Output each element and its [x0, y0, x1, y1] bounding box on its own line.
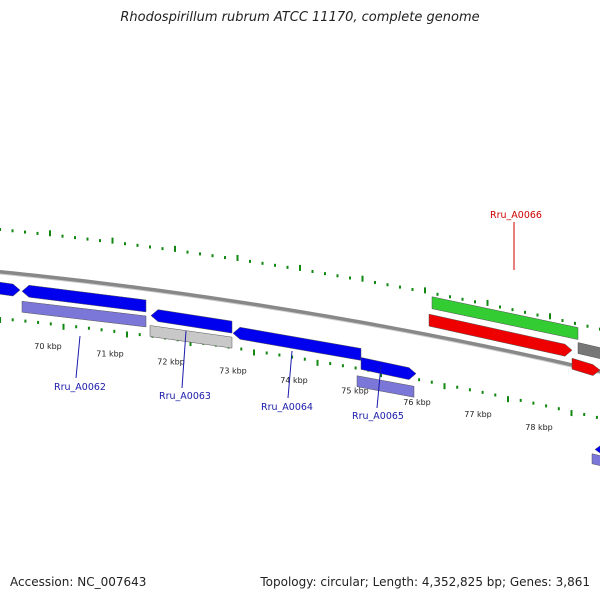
gene-arrow [594, 445, 600, 454]
kbp-label: 76 kbp [403, 398, 431, 407]
accession-text: Accession: NC_007643 [10, 575, 147, 589]
gene-label-leader [181, 330, 187, 389]
rrna-gene-bar [431, 296, 579, 340]
cds-bar [356, 375, 415, 398]
gene-arrow [150, 309, 233, 334]
backbone-gene-bar [577, 342, 600, 359]
kbp-label: 71 kbp [96, 349, 124, 358]
kbp-label: 74 kbp [280, 376, 308, 385]
gene-label: Rru_A0064 [261, 402, 313, 413]
gene-arrow [21, 284, 147, 313]
topology-text: Topology: circular; Length: 4,352,825 bp… [260, 575, 590, 589]
gene-label-leader [75, 335, 81, 379]
kbp-label: 72 kbp [157, 357, 185, 366]
gene-label-leader [287, 350, 293, 399]
kbp-label: 77 kbp [464, 410, 492, 419]
genome-title: Rhodospirillum rubrum ATCC 11170, comple… [120, 10, 480, 25]
gene-arrow [360, 357, 417, 380]
cds-bar-pseudo [149, 325, 233, 349]
backbone-highlight [0, 273, 600, 375]
cds-bar [21, 300, 147, 328]
gene-arrow [0, 281, 21, 297]
gene-label-leader [376, 364, 382, 409]
gene-label: Rru_A0065 [352, 411, 404, 422]
kbp-label: 70 kbp [34, 342, 62, 351]
kbp-label: 78 kbp [525, 423, 553, 432]
rrna-arrow [571, 357, 600, 376]
gene-arrow [232, 327, 362, 361]
cds-bar [591, 453, 600, 466]
gene-label: Rru_A0066 [490, 210, 542, 221]
kbp-label: 75 kbp [341, 386, 369, 395]
gene-label: Rru_A0063 [159, 391, 211, 402]
rrna-arrow [428, 313, 573, 357]
gene-label: Rru_A0062 [54, 382, 106, 393]
kbp-label: 73 kbp [219, 366, 247, 375]
backbone-line [0, 269, 600, 374]
